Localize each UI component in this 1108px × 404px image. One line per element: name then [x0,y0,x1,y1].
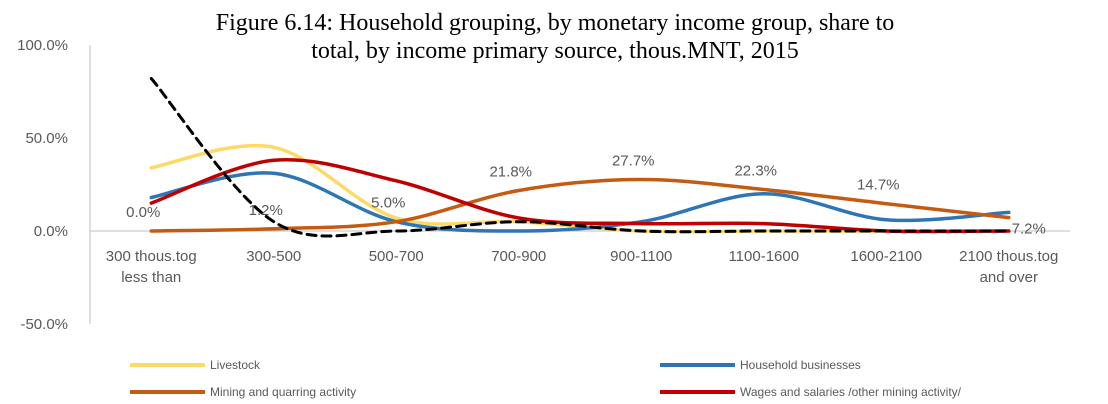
chart-title-line-2: total, by income primary source, thous.M… [311,38,798,64]
legend-label-1: Livestock [210,358,261,372]
data-label: 5.0% [371,195,405,212]
legend-label-2: Household businesses [740,358,861,372]
data-label: 14.7% [857,177,900,194]
data-label: 22.3% [734,163,777,180]
x-tick-label: 900-1100 [610,248,672,265]
x-tick-label: 500-700 [369,248,424,265]
x-tick-label: 300 thous.tog [106,248,197,265]
series-line-5 [149,77,1011,238]
series-line-2 [149,171,1011,233]
series-line-4 [149,157,1011,234]
data-label: 7.2% [1012,221,1046,238]
x-tick-label: 300-500 [246,248,301,265]
x-tick-label: 2100 thous.tog [959,248,1058,265]
y-tick-label: -50.0% [20,316,68,333]
legend-label-3: Mining and quarring activity [210,385,356,399]
x-tick-label: less than [121,269,181,286]
chart-title-line-1: Figure 6.14: Household grouping, by mone… [216,10,895,36]
y-tick-label: 50.0% [25,130,68,147]
y-tick-label: 100.0% [17,37,68,54]
legend: Livestock Household businesses Mining and … [130,358,962,399]
data-label: 21.8% [489,163,532,180]
data-label: 27.7% [612,152,655,169]
y-tick-label: 0.0% [34,223,68,240]
data-label: 0.0% [126,204,160,221]
x-tick-label: 1600-2100 [850,248,922,265]
x-tick-label: and over [980,269,1038,286]
x-tick-label: 700-900 [491,248,546,265]
plot-area: -50.0% 0.0% 50.0% 100.0% 300 thous.tog less t… [17,37,1070,333]
data-label: 1.2% [249,202,283,219]
legend-label-4: Wages and salaries /other mining activit… [740,385,962,399]
x-tick-label: 1100-1600 [728,248,799,265]
